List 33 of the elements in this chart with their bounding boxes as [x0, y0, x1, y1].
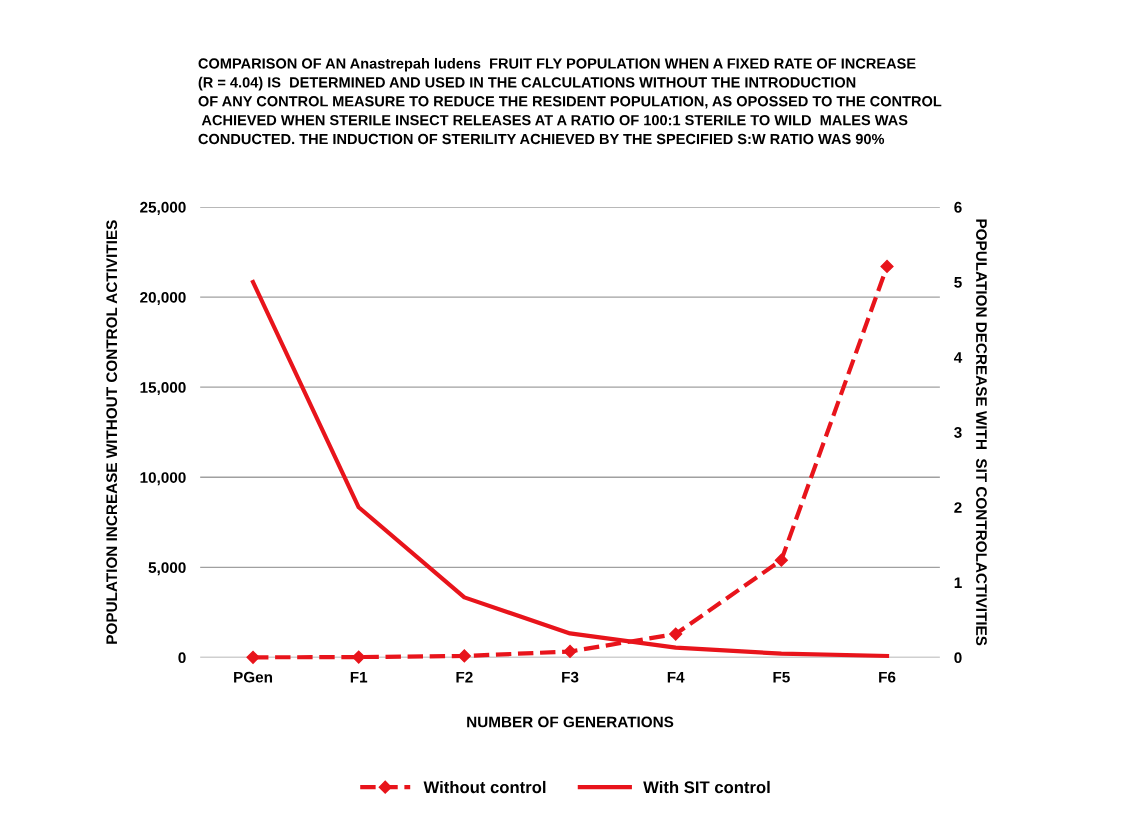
point — [563, 644, 577, 659]
point — [246, 650, 260, 664]
chart-title: COMPARISON OF AN Anastrepah ludens FRUIT FLY POPULATION WHEN A FIXED RATE OF INCREASE (R = 4.04) IS DETERMINED AND USED IN THE CALCULATIONS WITHOUT THE INTRODUCTION OF ANY CONTROL MEASURE TO REDUCE THE RESIDENT POPULATION, AS OPOSSED TO THE CONTROL ACHIEVED WHEN STERILE INSECT RELEASES AT A RATIO OF 100:1 STERILE TO WILD MALES WAS CONDUCTED. THE INDUCTION OF STERILITY ACHIEVED BY THE SPECIFIED S:W RATIO WAS 90% — [198, 57, 942, 145]
y-tick-label: 0 — [178, 652, 186, 664]
legend-label: With SIT control — [643, 780, 770, 794]
x-tick-label: F5 — [773, 671, 790, 683]
x-tick-label: F3 — [562, 671, 579, 683]
point — [669, 627, 683, 641]
y2-tick-label: 1 — [954, 577, 962, 588]
point — [457, 649, 471, 663]
x-tick-label: PGen — [234, 671, 273, 683]
y2-axis-title: POPULATION DECREASE WITH SIT CONTROLACTIVITIES — [976, 219, 987, 646]
y2-tick-label: 4 — [953, 352, 963, 363]
y-tick-label: 15,000 — [140, 382, 186, 396]
point — [774, 553, 788, 567]
y-tick-label: 20,000 — [140, 291, 186, 305]
y2-tick-label: 2 — [954, 502, 962, 513]
y2-tick-label: 5 — [954, 277, 962, 288]
y-tick-label: 10,000 — [140, 472, 186, 486]
x-axis-title: NUMBER OF GENERATIONS — [467, 716, 674, 728]
x-tick-label: F1 — [350, 671, 368, 683]
y2-tick-label: 0 — [954, 652, 962, 664]
y2-tick-label: 3 — [954, 427, 962, 438]
point — [352, 650, 366, 664]
y-tick-label: 25,000 — [140, 201, 186, 215]
y-axis-title: POPULATION INCREASE WITHOUT CONTROL ACTIVITIES — [106, 220, 118, 644]
y2-tick-label: 6 — [954, 201, 962, 213]
legend-label: Without control — [423, 780, 546, 794]
y-tick-label: 5,000 — [148, 562, 186, 576]
x-tick-label: F4 — [667, 671, 685, 683]
x-tick-label: F6 — [879, 671, 896, 683]
x-tick-label: F2 — [456, 671, 473, 683]
point — [880, 259, 894, 274]
